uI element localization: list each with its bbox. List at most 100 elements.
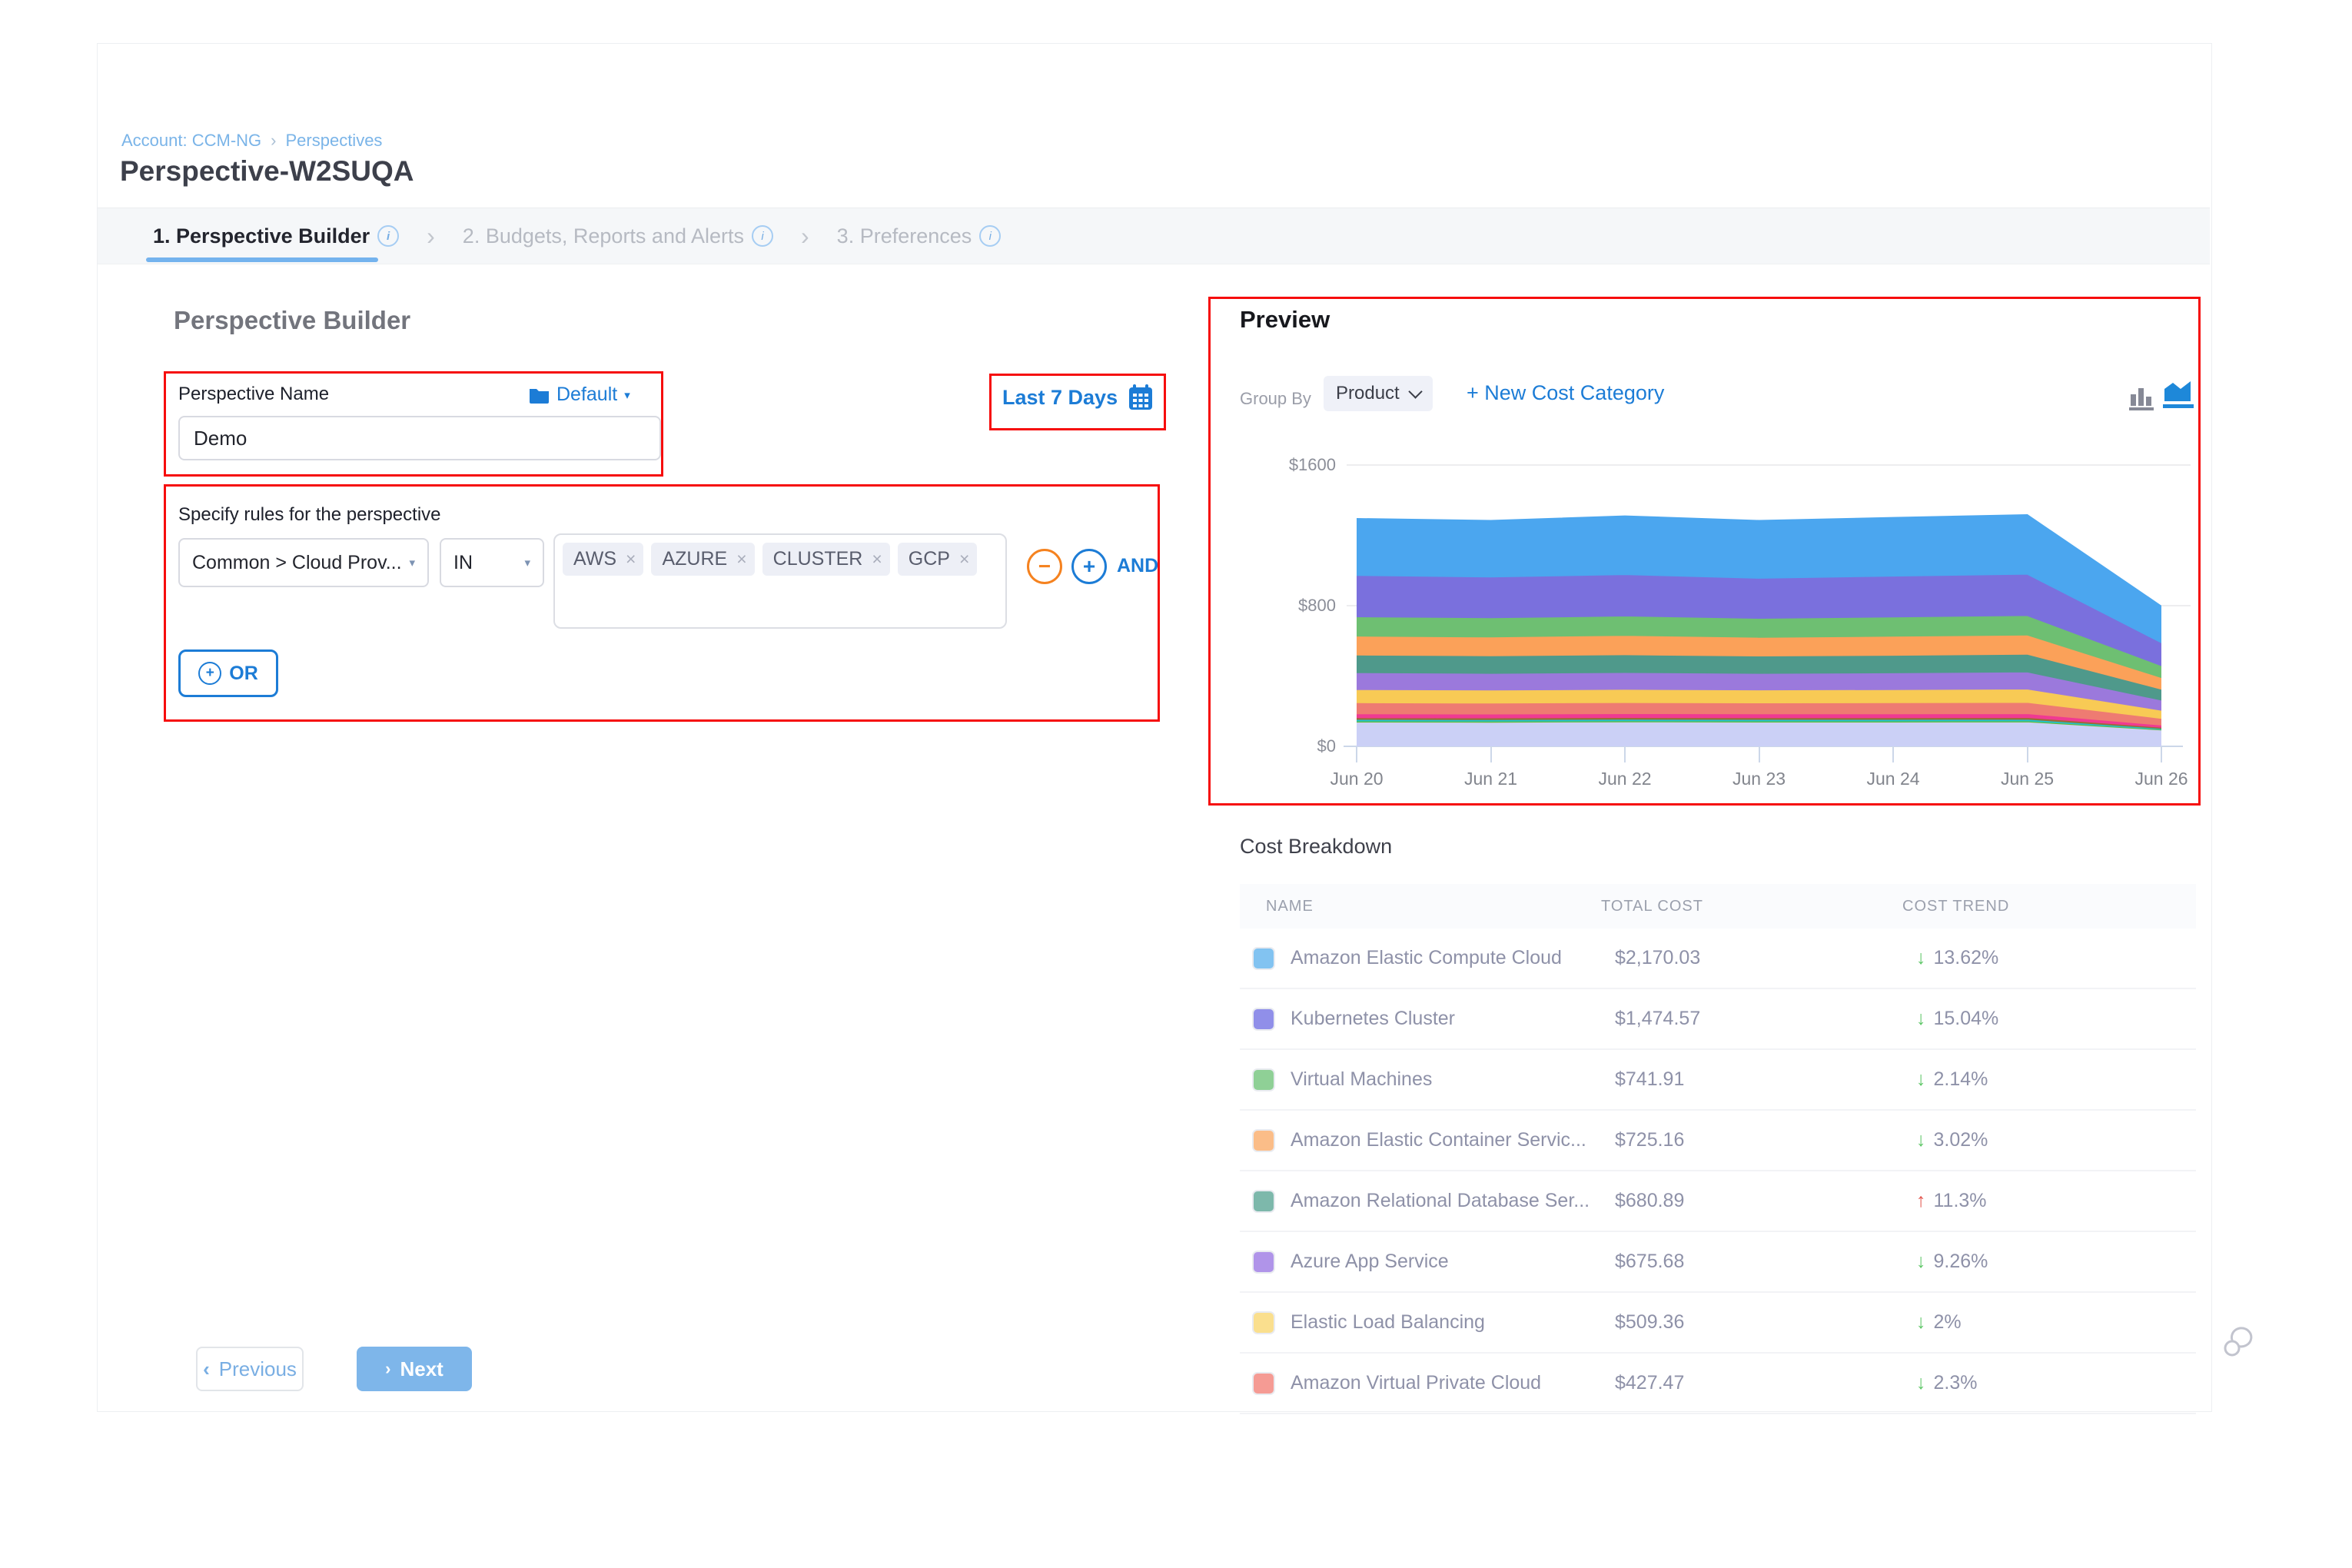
row-name-cell: Amazon Elastic Compute Cloud [1240, 946, 1615, 970]
row-name-cell: Virtual Machines [1240, 1068, 1615, 1091]
remove-tag-icon[interactable]: × [958, 549, 970, 569]
table-row[interactable]: Elastic Load Balancing $509.36 ↓ 2% [1240, 1293, 2196, 1354]
area-chart-icon [2163, 381, 2194, 408]
tab-label: 3. Preferences [836, 224, 972, 247]
row-cost-trend: ↓ 2% [1916, 1311, 1962, 1334]
tab-3[interactable]: 3. Preferences i [837, 224, 1002, 248]
cost-breakdown-table: Amazon Elastic Compute Cloud $2,170.03 ↓ 13… [1240, 929, 2196, 1414]
trend-value: 2% [1933, 1311, 1962, 1333]
x-axis-tick-label: Jun 25 [2000, 769, 2055, 789]
or-condition-button[interactable]: + OR [178, 649, 278, 697]
row-cost-trend: ↑ 11.3% [1916, 1190, 1987, 1212]
date-range-picker[interactable]: Last 7 Days [1002, 384, 1153, 410]
row-name-label[interactable]: Virtual Machines [1291, 1068, 1433, 1090]
row-cost-trend: ↓ 13.62% [1916, 947, 1998, 969]
trend-value: 15.04% [1933, 1008, 1999, 1029]
wizard-tabbar: 1. Perspective Builder i › 2. Budgets, Repo… [98, 208, 2210, 264]
breadcrumb-account-link[interactable]: Account: CCM-NG [121, 131, 262, 150]
y-axis-tick-label: $800 [1298, 596, 1336, 615]
new-cost-category-button[interactable]: + New Cost Category [1467, 381, 1665, 404]
table-row[interactable]: Amazon Elastic Container Servic... $725.1… [1240, 1111, 2196, 1171]
series-color-swatch-icon [1252, 1128, 1275, 1152]
x-axis-tick-label: Jun 20 [1330, 769, 1384, 789]
trend-value: 11.3% [1933, 1190, 1987, 1211]
add-rule-button[interactable]: + [1071, 549, 1107, 584]
table-row[interactable]: Amazon Elastic Compute Cloud $2,170.03 ↓ 13… [1240, 929, 2196, 989]
tab-2[interactable]: 2. Budgets, Reports and Alerts i [462, 224, 774, 248]
table-row[interactable]: Amazon Relational Database Ser... $680.89… [1240, 1171, 2196, 1232]
group-by-select[interactable]: Product [1324, 376, 1433, 411]
rule-value-tag: AWS × [563, 543, 644, 576]
perspective-name-input[interactable]: Demo [178, 416, 661, 460]
rule-value-tag: AZURE × [651, 543, 755, 576]
chevron-down-icon: ▾ [409, 556, 415, 570]
row-name-label[interactable]: Elastic Load Balancing [1291, 1311, 1485, 1333]
row-name-cell: Kubernetes Cluster [1240, 1007, 1615, 1031]
remove-tag-icon[interactable]: × [736, 549, 747, 569]
table-row[interactable]: Amazon Virtual Private Cloud $427.47 ↓ 2.3% [1240, 1354, 2196, 1414]
row-name-label[interactable]: Azure App Service [1291, 1251, 1449, 1272]
stacked-area-chart[interactable] [1357, 447, 2161, 746]
column-header-name: NAME [1266, 897, 1314, 915]
folder-selector-label: Default [556, 384, 618, 405]
tab-label: 1. Perspective Builder [153, 224, 370, 247]
tab-separator-chevron-icon: › [801, 221, 809, 250]
info-icon: i [752, 225, 774, 247]
folder-selector[interactable]: Default ▾ [529, 384, 630, 406]
cost-breakdown-header: NAME TOTAL COST COST TREND [1240, 884, 2196, 929]
x-axis-tick [1490, 747, 1492, 762]
rule-value-tag: CLUSTER × [762, 543, 890, 576]
and-condition-button[interactable]: AND [1117, 555, 1159, 576]
row-total-cost: $680.89 [1615, 1190, 1685, 1211]
chevron-left-icon: ‹ [203, 1357, 210, 1380]
series-color-swatch-icon [1252, 1068, 1275, 1091]
x-axis-tick-label: Jun 26 [2134, 769, 2188, 789]
area-chart-toggle-button[interactable] [2161, 377, 2195, 414]
x-axis-tick [1624, 747, 1626, 762]
table-row[interactable]: Azure App Service $675.68 ↓ 9.26% [1240, 1232, 2196, 1293]
previous-button-label: Previous [218, 1357, 297, 1380]
next-button[interactable]: › Next [357, 1347, 472, 1391]
table-row[interactable]: Kubernetes Cluster $1,474.57 ↓ 15.04% [1240, 989, 2196, 1050]
remove-tag-icon[interactable]: × [872, 549, 882, 569]
trend-down-icon: ↓ [1916, 1372, 1926, 1394]
row-name-label[interactable]: Amazon Elastic Compute Cloud [1291, 947, 1562, 968]
trend-down-icon: ↓ [1916, 1008, 1926, 1029]
trend-up-icon: ↑ [1916, 1190, 1926, 1211]
x-axis-tick [1758, 747, 1760, 762]
perspective-name-label: Perspective Name [178, 384, 330, 404]
area-series [1357, 720, 2161, 746]
tab-1[interactable]: 1. Perspective Builder i [153, 224, 400, 248]
row-cost-trend: ↓ 2.14% [1916, 1068, 1988, 1091]
rule-values-box[interactable]: AWS × AZURE × CLUSTER × GCP × [553, 533, 1007, 629]
chart-gridline [1347, 464, 2191, 466]
rule-value-label: CLUSTER [772, 548, 863, 570]
page-title: Perspective-W2SUQA [120, 155, 414, 187]
row-name-label[interactable]: Amazon Elastic Container Servic... [1291, 1129, 1586, 1151]
rule-field-select[interactable]: Common > Cloud Prov... ▾ [178, 538, 429, 587]
y-axis-tick-label: $0 [1317, 736, 1336, 756]
support-chat-button[interactable] [2223, 1324, 2260, 1364]
preview-heading: Preview [1240, 306, 1330, 333]
x-axis-tick-label: Jun 24 [1866, 769, 1920, 789]
remove-rule-button[interactable]: − [1027, 549, 1062, 584]
previous-button[interactable]: ‹ Previous [196, 1347, 304, 1391]
row-name-label[interactable]: Amazon Virtual Private Cloud [1291, 1372, 1542, 1394]
row-total-cost: $427.47 [1615, 1372, 1685, 1394]
x-axis-tick [1892, 747, 1894, 762]
bar-chart-toggle-button[interactable] [2128, 384, 2155, 415]
row-total-cost: $2,170.03 [1615, 947, 1701, 968]
plus-icon: + [1082, 554, 1096, 578]
trend-value: 2.14% [1933, 1068, 1988, 1090]
tab-label: 2. Budgets, Reports and Alerts [462, 224, 745, 247]
y-axis-tick-label: $1600 [1288, 455, 1336, 474]
remove-tag-icon[interactable]: × [626, 549, 636, 569]
row-name-label[interactable]: Amazon Relational Database Ser... [1291, 1190, 1590, 1211]
row-name-label[interactable]: Kubernetes Cluster [1291, 1008, 1456, 1029]
row-name-cell: Azure App Service [1240, 1250, 1615, 1274]
table-row[interactable]: Virtual Machines $741.91 ↓ 2.14% [1240, 1050, 2196, 1111]
breadcrumb-perspectives-link[interactable]: Perspectives [285, 131, 383, 150]
row-cost-trend: ↓ 2.3% [1916, 1372, 1977, 1394]
rule-operator-select[interactable]: IN ▾ [440, 538, 544, 587]
area-series [1357, 513, 2161, 643]
